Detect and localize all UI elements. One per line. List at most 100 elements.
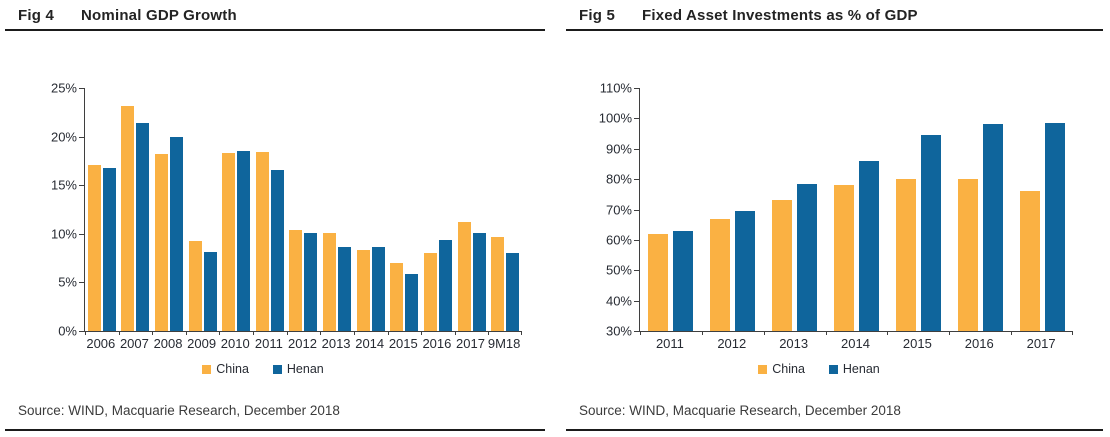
bar-group-2015 xyxy=(887,88,949,331)
x-axis-tick xyxy=(387,331,389,335)
figure-number: Fig 5 xyxy=(579,7,616,24)
legend-item-china: China xyxy=(758,362,805,376)
y-axis-label: 0% xyxy=(58,323,77,339)
x-axis-tick xyxy=(1072,331,1073,335)
y-axis-tick xyxy=(79,136,85,138)
y-axis-labels: 110% 100% 90% 80% 70% 60% 50% 40% 30% xyxy=(566,81,639,339)
legend-swatch-henan xyxy=(828,364,838,374)
x-axis-tick xyxy=(185,331,187,335)
x-axis-tick xyxy=(320,331,322,335)
bar-henan-2015 xyxy=(405,273,419,331)
x-axis-label: 2014 xyxy=(841,336,870,351)
bar-group-2016 xyxy=(421,88,455,331)
bar-chart-nominal-gdp-growth: 25% 20% 15% 10% 5% 0% 2006 2007 2008 2009 2010 2011… xyxy=(5,81,522,351)
bar-china-2006 xyxy=(87,164,101,331)
bar-group-2006 xyxy=(85,88,119,331)
y-axis-label: 110% xyxy=(599,80,632,96)
x-axis-label: 2017 xyxy=(1026,336,1056,351)
y-axis-label: 60% xyxy=(605,232,632,248)
x-axis-tick xyxy=(421,331,423,335)
x-axis-tick xyxy=(887,331,889,335)
plot-area xyxy=(634,88,1073,335)
figure-number: Fig 4 xyxy=(18,7,55,24)
bar-china-2010 xyxy=(222,153,236,331)
y-axis-tick xyxy=(634,209,640,211)
bar-china-9M18 xyxy=(491,236,505,331)
chart-area: 110% 100% 90% 80% 70% 60% 50% 40% 30% xyxy=(566,81,1073,339)
bar-china-2017 xyxy=(1019,191,1040,331)
x-axis-label: 2012 xyxy=(288,336,317,351)
figure-panel-fig5: Fig 5 Fixed Asset Investments as % of GD… xyxy=(566,0,1103,437)
bar-henan-2012 xyxy=(735,211,756,331)
y-axis-tick xyxy=(79,185,85,187)
legend-label: Henan xyxy=(842,362,880,376)
x-axis-label: 2013 xyxy=(779,336,809,351)
x-axis-label: 9M18 xyxy=(487,336,521,351)
bar-henan-2017 xyxy=(472,232,486,331)
bar-henan-2016 xyxy=(982,123,1003,331)
bar-henan-2006 xyxy=(102,167,116,331)
bar-china-2016 xyxy=(957,179,978,331)
bar-china-2014 xyxy=(356,250,370,331)
y-axis-label: 70% xyxy=(605,202,632,217)
y-axis-label: 50% xyxy=(605,262,632,278)
bar-henan-2013 xyxy=(338,247,352,331)
y-axis-label: 25% xyxy=(50,80,77,96)
bar-group-2017 xyxy=(1011,88,1073,331)
legend-item-china: China xyxy=(202,362,249,376)
bar-china-2013 xyxy=(772,200,793,331)
y-axis-tick xyxy=(79,282,85,284)
bar-henan-2011 xyxy=(270,169,284,331)
legend-swatch-china xyxy=(202,364,212,374)
x-axis-tick xyxy=(353,331,355,335)
source-note: Source: WIND, Macquarie Research, Decemb… xyxy=(566,403,1103,431)
bar-china-2012 xyxy=(710,218,731,331)
x-axis-tick xyxy=(640,331,641,335)
y-axis-tick xyxy=(79,88,85,89)
bar-group-2012 xyxy=(287,88,321,331)
x-axis-label: 2016 xyxy=(964,336,994,351)
bar-china-2015 xyxy=(895,179,916,331)
bar-group-2014 xyxy=(826,88,888,331)
legend-swatch-henan xyxy=(272,364,282,374)
legend-item-henan: Henan xyxy=(272,362,324,376)
x-axis-label: 2014 xyxy=(355,336,385,351)
x-axis-tick xyxy=(286,331,288,335)
bar-henan-2014 xyxy=(858,160,879,331)
bar-china-2014 xyxy=(833,185,854,331)
bar-group-2013 xyxy=(320,88,354,331)
bar-henan-2007 xyxy=(136,123,150,331)
y-axis-tick xyxy=(79,233,85,235)
figure-title-bar: Fig 4 Nominal GDP Growth xyxy=(5,0,545,31)
figure-title-bar: Fig 5 Fixed Asset Investments as % of GD… xyxy=(566,0,1103,31)
bar-henan-2009 xyxy=(203,252,217,331)
x-axis-label: 2008 xyxy=(153,336,183,351)
bar-group-2011 xyxy=(253,88,287,331)
x-axis-labels: 2011 2012 2013 2014 2015 2016 2017 xyxy=(639,336,1072,351)
bar-chart-fai-pct-gdp: 110% 100% 90% 80% 70% 60% 50% 40% 30% 2011 2012 201… xyxy=(566,81,1073,351)
bar-group-2007 xyxy=(119,88,153,331)
x-axis-label: 2011 xyxy=(655,336,684,351)
figure-title: Nominal GDP Growth xyxy=(81,7,237,24)
bar-china-2009 xyxy=(188,240,202,331)
bar-china-2016 xyxy=(423,253,437,331)
bar-china-2013 xyxy=(323,232,337,331)
bar-china-2011 xyxy=(648,233,669,331)
bar-group-2012 xyxy=(702,88,764,331)
x-axis-tick xyxy=(763,331,765,335)
x-axis-label: 2013 xyxy=(321,336,351,351)
bar-group-2017 xyxy=(455,88,489,331)
y-axis-tick xyxy=(79,331,85,332)
y-axis-label: 90% xyxy=(605,141,632,157)
legend-swatch-china xyxy=(758,364,768,374)
x-axis-tick xyxy=(488,331,490,335)
x-axis-label: 2016 xyxy=(422,336,452,351)
y-axis-tick xyxy=(634,239,640,241)
x-axis-tick xyxy=(521,331,522,335)
y-axis-tick xyxy=(634,118,640,120)
x-axis-tick xyxy=(1011,331,1013,335)
bar-china-2012 xyxy=(289,229,303,331)
source-note: Source: WIND, Macquarie Research, Decemb… xyxy=(5,403,545,431)
bar-henan-2013 xyxy=(797,183,818,331)
